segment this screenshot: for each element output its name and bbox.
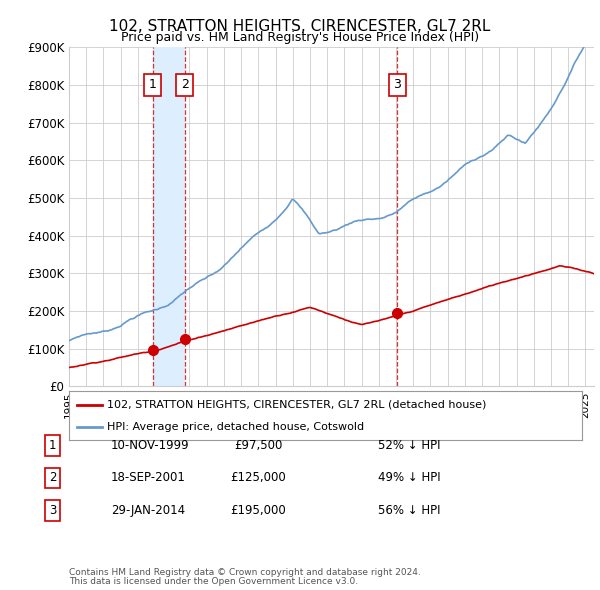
Bar [152,47,185,386]
Text: 56% ↓ HPI: 56% ↓ HPI [378,504,440,517]
Text: £195,000: £195,000 [230,504,286,517]
Text: 10-NOV-1999: 10-NOV-1999 [111,439,190,452]
Text: 2: 2 [49,471,56,484]
Text: Contains HM Land Registry data © Crown copyright and database right 2024.: Contains HM Land Registry data © Crown c… [69,568,421,577]
Text: This data is licensed under the Open Government Licence v3.0.: This data is licensed under the Open Gov… [69,578,358,586]
Text: Price paid vs. HM Land Registry's House Price Index (HPI): Price paid vs. HM Land Registry's House … [121,31,479,44]
Text: 1: 1 [149,78,157,91]
Text: £125,000: £125,000 [230,471,286,484]
Text: 102, STRATTON HEIGHTS, CIRENCESTER, GL7 2RL (detached house): 102, STRATTON HEIGHTS, CIRENCESTER, GL7 … [107,399,487,409]
Text: 18-SEP-2001: 18-SEP-2001 [111,471,186,484]
Text: HPI: Average price, detached house, Cotswold: HPI: Average price, detached house, Cots… [107,422,365,432]
Text: 3: 3 [49,504,56,517]
Text: 3: 3 [394,78,401,91]
Text: 52% ↓ HPI: 52% ↓ HPI [378,439,440,452]
Text: 102, STRATTON HEIGHTS, CIRENCESTER, GL7 2RL: 102, STRATTON HEIGHTS, CIRENCESTER, GL7 … [109,19,491,34]
Text: 49% ↓ HPI: 49% ↓ HPI [378,471,440,484]
Text: 1: 1 [49,439,56,452]
Text: 2: 2 [181,78,188,91]
Text: 29-JAN-2014: 29-JAN-2014 [111,504,185,517]
Text: £97,500: £97,500 [234,439,282,452]
